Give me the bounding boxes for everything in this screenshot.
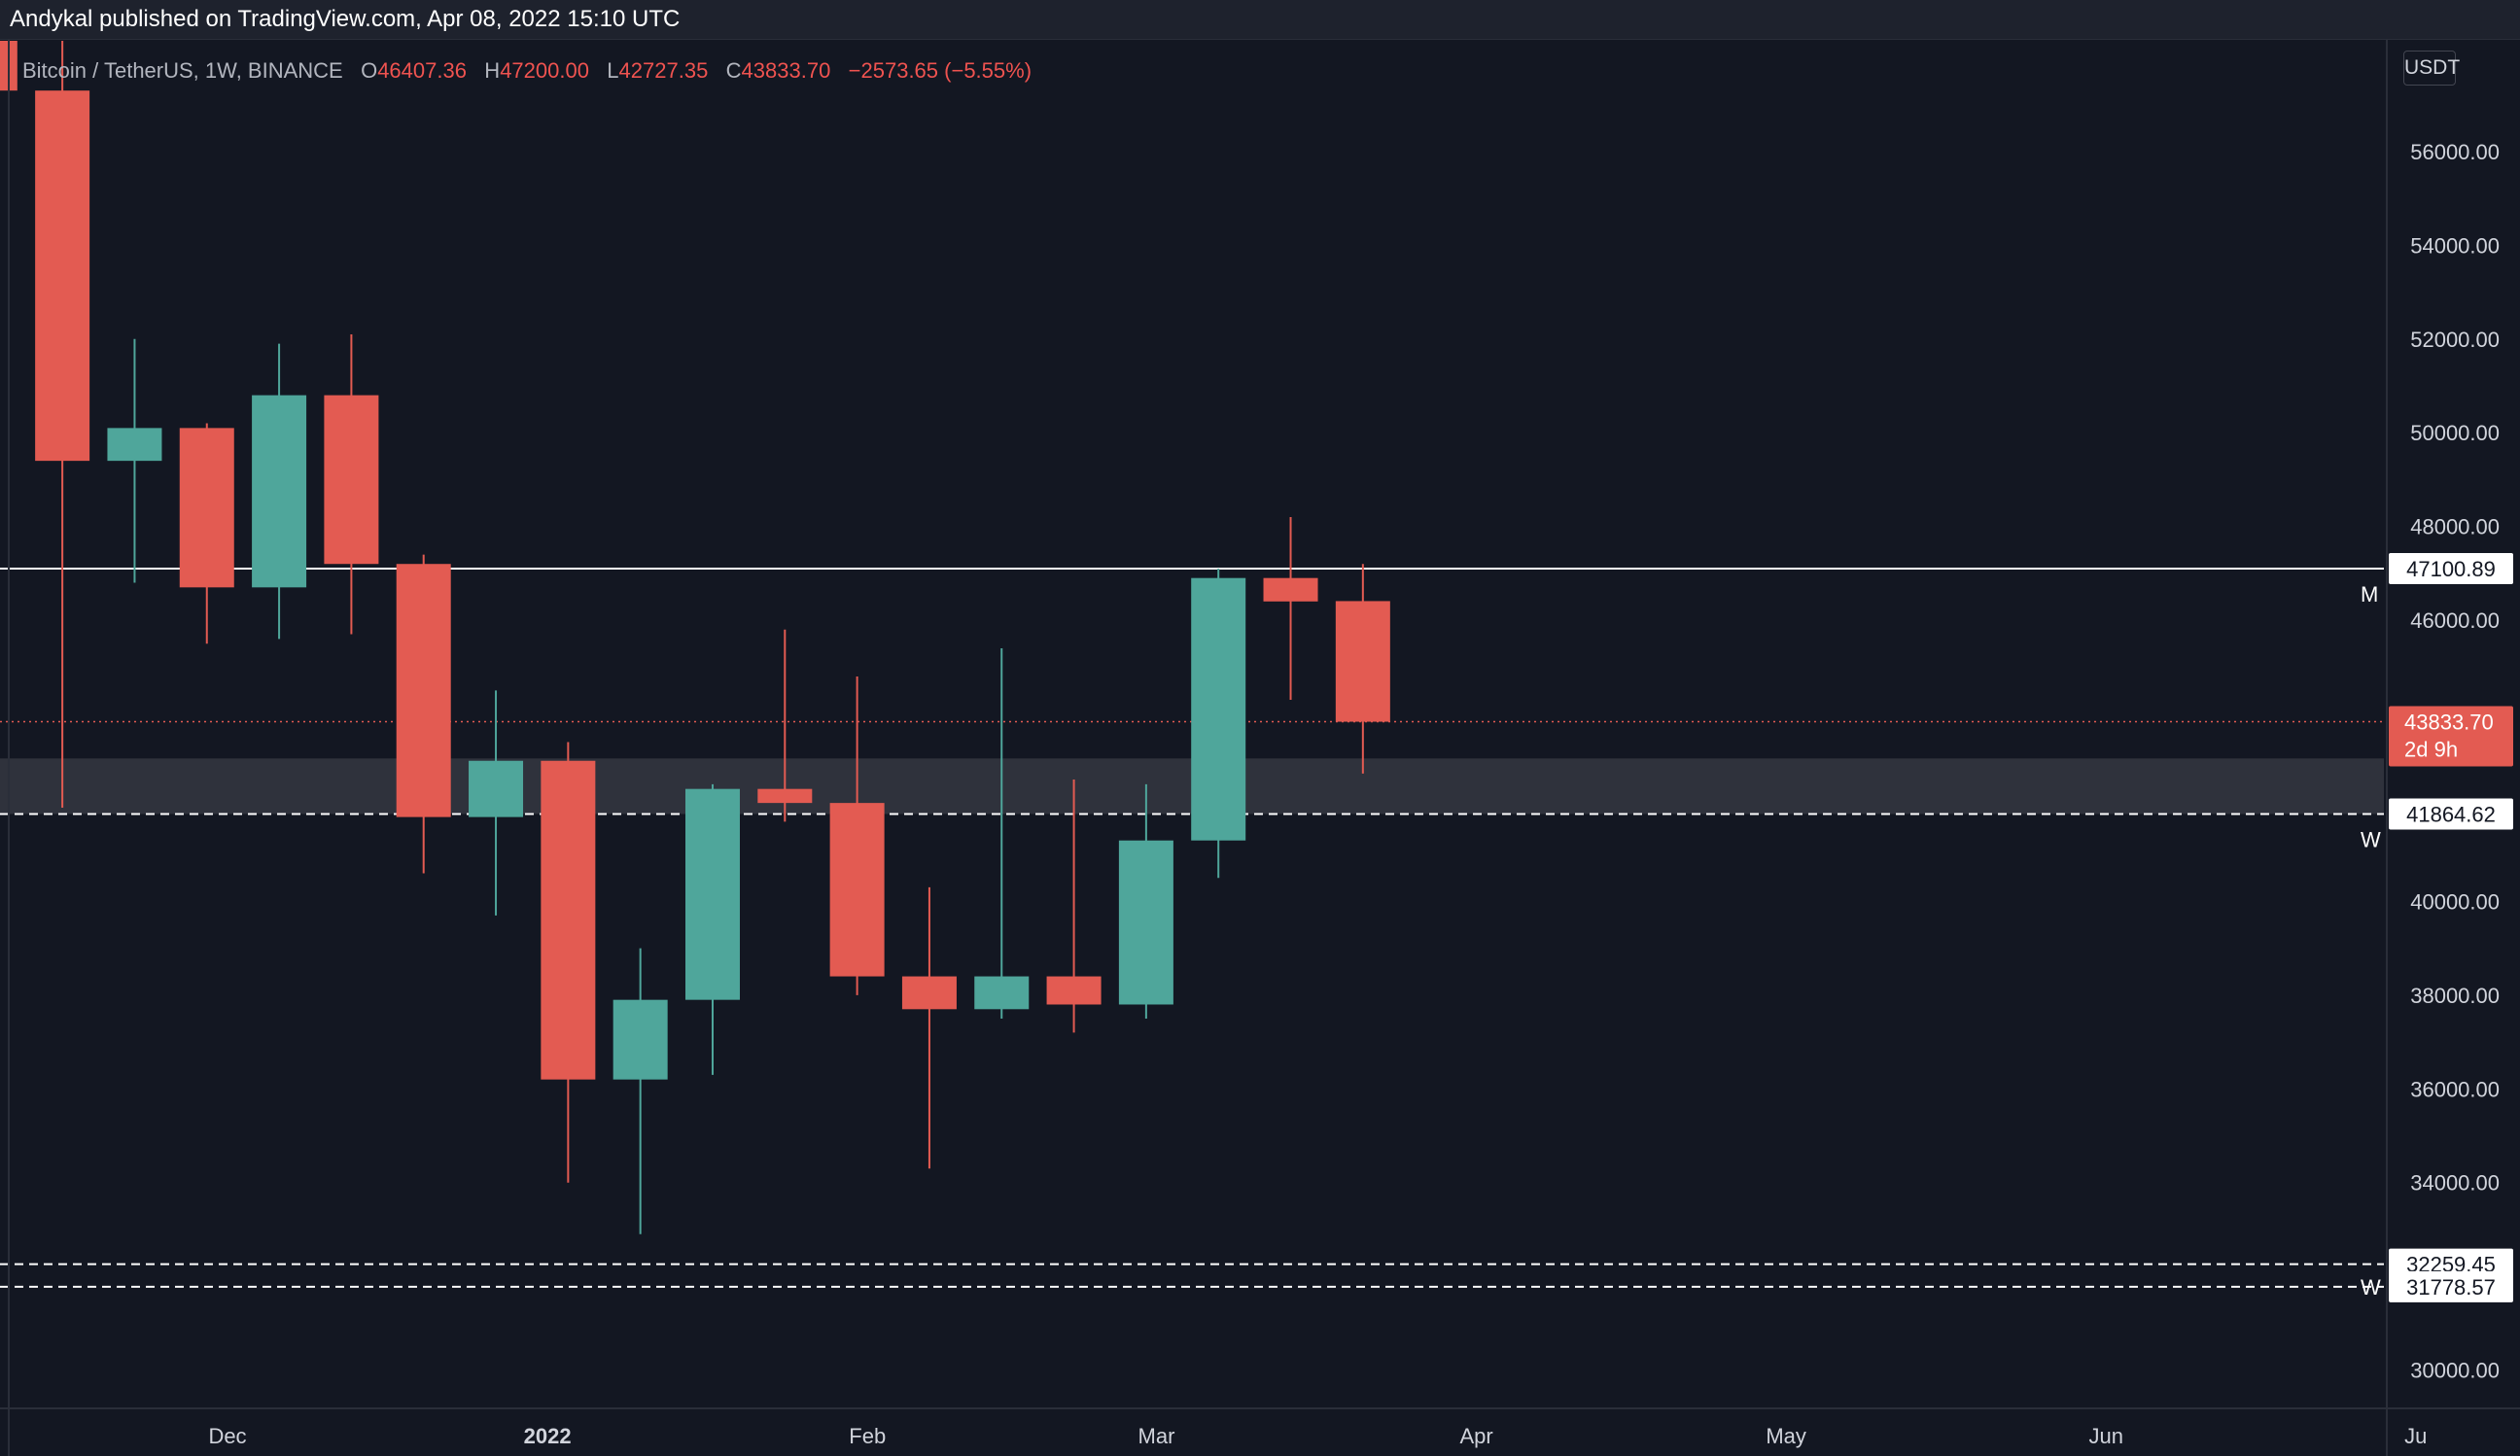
candle-body — [1263, 577, 1318, 602]
level-timeframe-tag: W — [2361, 827, 2381, 851]
candle-body — [179, 428, 234, 588]
price-tick-label: 36000.00 — [2410, 1077, 2500, 1101]
candle-body — [107, 428, 162, 462]
plot-area — [0, 41, 2384, 1288]
time-tick-label: Feb — [849, 1424, 886, 1448]
publish-info: Andykal published on TradingView.com, Ap… — [10, 6, 681, 32]
price-tick-label: 34000.00 — [2410, 1171, 2500, 1196]
symbol-name[interactable]: Bitcoin / TetherUS, 1W, BINANCE — [22, 58, 343, 83]
price-tick-label: 52000.00 — [2410, 328, 2500, 352]
open-label: O — [361, 58, 378, 83]
candle-body — [1191, 577, 1246, 841]
candle-body — [612, 999, 668, 1080]
currency-button[interactable]: USDT — [2403, 51, 2460, 86]
price-tick-label: 40000.00 — [2410, 889, 2500, 914]
level-price-label: 31778.57 — [2406, 1275, 2496, 1300]
candle-body — [324, 395, 379, 565]
candle-body — [1335, 601, 1390, 722]
candle-body — [829, 803, 885, 977]
candle-body — [757, 788, 813, 804]
price-tick-label: 38000.00 — [2410, 984, 2500, 1008]
level-timeframe-tag: W — [2361, 1275, 2381, 1300]
level-price-label: 41864.62 — [2406, 802, 2496, 826]
level-price-box — [2389, 1270, 2513, 1302]
candle-body — [35, 90, 90, 462]
publish-bar: Andykal published on TradingView.com, Ap… — [0, 0, 2520, 40]
change-value: −2573.65 (−5.55%) — [848, 58, 1032, 83]
candle-body — [684, 788, 740, 1000]
candle-body — [396, 564, 451, 817]
close-value: 43833.70 — [741, 58, 831, 83]
open-value: 46407.36 — [377, 58, 467, 83]
low-value: 42727.35 — [618, 58, 709, 83]
time-tick-label: 2022 — [524, 1424, 572, 1448]
time-tick-label: Jun — [2088, 1424, 2122, 1448]
high-value: 47200.00 — [500, 58, 589, 83]
candle-body — [1046, 976, 1102, 1005]
price-tick-label: 30000.00 — [2410, 1359, 2500, 1383]
candle-body — [974, 976, 1030, 1010]
price-tick-label: 56000.00 — [2410, 140, 2500, 164]
price-tick-label: 48000.00 — [2410, 515, 2500, 539]
level-timeframe-tag: M — [2361, 582, 2378, 607]
candle-body — [469, 760, 524, 817]
low-label: L — [607, 58, 619, 83]
countdown-label: 2d 9h — [2404, 738, 2458, 762]
candle-body — [541, 760, 596, 1080]
close-label: C — [725, 58, 742, 83]
high-label: H — [484, 58, 501, 83]
last-price-label: 43833.70 — [2404, 711, 2494, 735]
last-price-box[interactable] — [2389, 706, 2513, 767]
candle-body — [252, 395, 307, 588]
price-tick-label: 54000.00 — [2410, 233, 2500, 258]
level-price-box — [2389, 552, 2513, 584]
symbol-legend: Bitcoin / TetherUS, 1W, BINANCE O46407.3… — [22, 56, 1032, 86]
price-tick-label: 46000.00 — [2410, 608, 2500, 633]
time-tick-label: May — [1766, 1424, 1806, 1448]
time-tick-label: Apr — [1459, 1424, 1492, 1448]
level-price-box — [2389, 798, 2513, 830]
time-tick-label: Mar — [1138, 1424, 1175, 1448]
time-tick-label: Dec — [208, 1424, 246, 1448]
level-price-label: 47100.89 — [2406, 557, 2496, 581]
price-tick-label: 50000.00 — [2410, 421, 2500, 445]
candle-body — [1118, 840, 1173, 1005]
time-tick-label: Ju — [2404, 1424, 2427, 1448]
candle-body — [901, 976, 957, 1010]
